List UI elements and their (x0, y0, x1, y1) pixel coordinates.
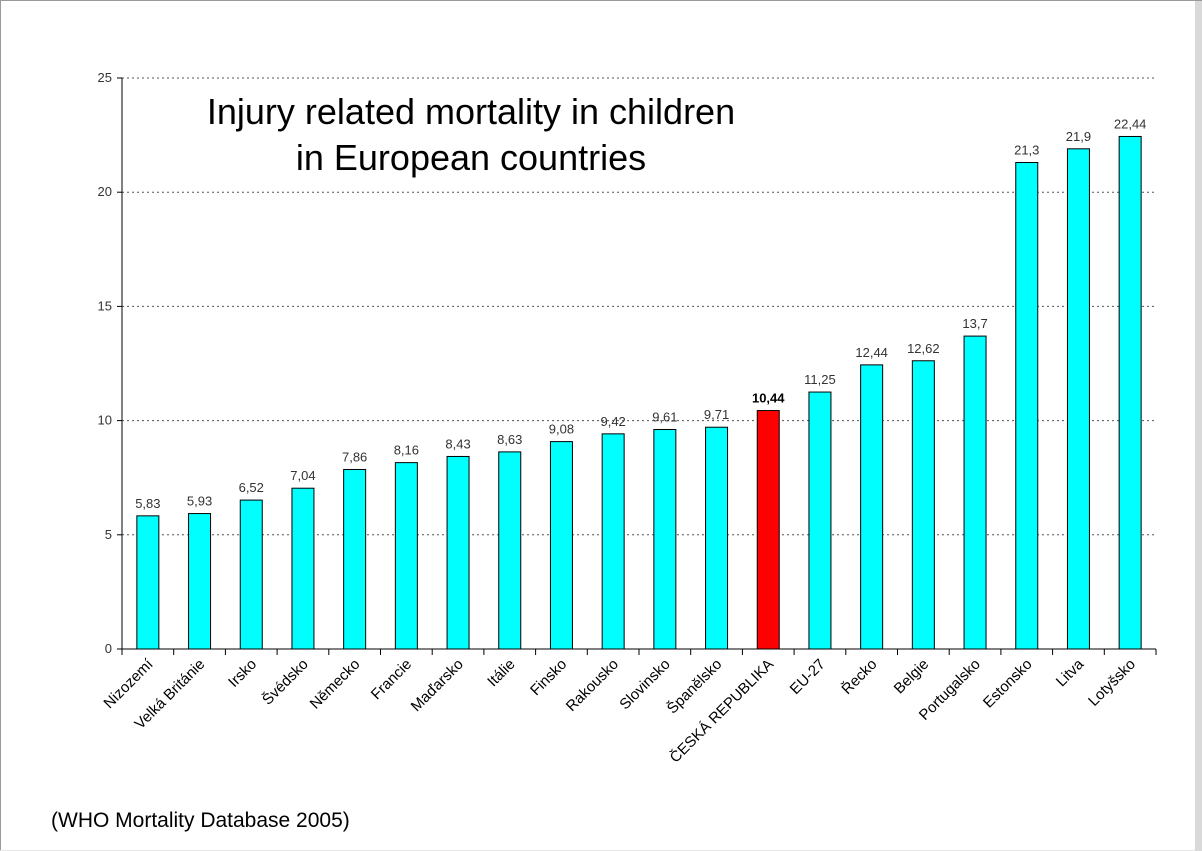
category-label: Litva (1053, 655, 1088, 690)
bar (963, 335, 987, 650)
data-label: 9,08 (549, 422, 574, 437)
bar (705, 426, 729, 650)
data-label: 10,44 (752, 391, 785, 406)
bar (343, 468, 367, 650)
category-label: Řecko (838, 656, 880, 698)
bar (239, 499, 263, 650)
y-tick-label: 25 (98, 70, 112, 85)
bar (653, 429, 677, 650)
axes (117, 77, 1157, 655)
category-label: Švédsko (259, 656, 312, 709)
category-label: Maďarsko (408, 656, 467, 715)
bar (1015, 162, 1039, 650)
category-label: Francie (368, 656, 415, 703)
bar (291, 487, 315, 650)
bar (136, 515, 160, 650)
bars (136, 135, 1142, 650)
window-edge-strip (1195, 1, 1202, 851)
data-label: 9,42 (600, 414, 625, 429)
data-label: 13,7 (962, 316, 987, 331)
category-label: EU-27 (787, 656, 829, 698)
bar (394, 462, 418, 650)
chart-title-line-1: Injury related mortality in children (206, 91, 736, 132)
data-label: 5,83 (135, 496, 160, 511)
y-tick-label: 5 (105, 527, 112, 542)
y-tick-label: 15 (98, 298, 112, 313)
bar (446, 455, 470, 650)
data-label: 7,04 (290, 468, 315, 483)
bar (860, 364, 884, 650)
data-label: 11,25 (804, 372, 836, 387)
data-label: 12,62 (907, 341, 940, 356)
category-label: Finsko (527, 656, 570, 699)
category-label: Lotyšsko (1085, 656, 1139, 710)
bar (498, 451, 522, 650)
bar (188, 513, 212, 650)
data-label: 8,63 (497, 432, 522, 447)
data-label: 9,61 (652, 410, 677, 425)
data-label: 5,93 (187, 494, 212, 509)
bar (549, 441, 573, 650)
bar (808, 391, 832, 650)
y-tick-label: 0 (105, 641, 112, 656)
source-note: (WHO Mortality Database 2005) (51, 809, 350, 832)
category-label: ČESKÁ REPUBLIKA (667, 656, 777, 766)
data-label: 8,16 (394, 443, 419, 458)
data-label: 8,43 (445, 436, 470, 451)
category-label: Itálie (484, 656, 518, 690)
chart-title: Injury related mortality in children in … (91, 89, 851, 181)
category-label: Estonsko (980, 656, 1036, 712)
category-label: Německo (307, 656, 364, 713)
y-tick-label: 20 (98, 184, 112, 199)
bar (1118, 135, 1142, 650)
bar (911, 360, 935, 650)
data-label: 22,44 (1114, 116, 1147, 131)
category-label: Irsko (225, 656, 260, 691)
y-tick-label: 10 (98, 413, 112, 428)
category-label: Rakousko (563, 656, 622, 715)
bar (1066, 148, 1090, 650)
data-label: 21,3 (1014, 143, 1039, 158)
data-label: 9,71 (704, 407, 729, 422)
bar (601, 433, 625, 650)
data-label: 12,44 (855, 345, 888, 360)
data-label: 6,52 (239, 480, 264, 495)
bar (756, 410, 780, 650)
category-label: Belgie (891, 656, 933, 698)
chart-title-line-2: in European countries (295, 137, 647, 178)
data-label: 21,9 (1066, 129, 1091, 144)
data-label: 7,86 (342, 449, 367, 464)
